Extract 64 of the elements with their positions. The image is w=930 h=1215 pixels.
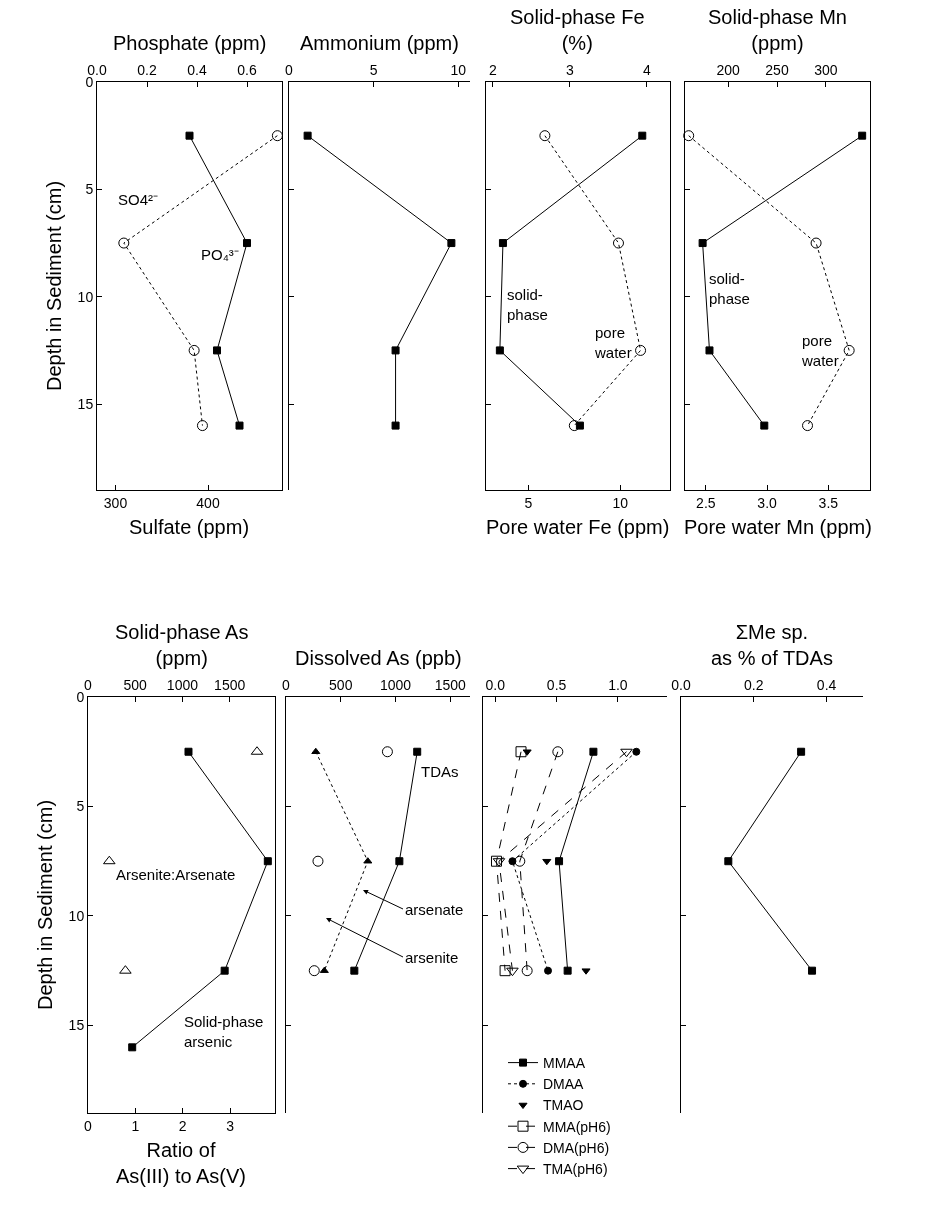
x-tick-label: 1000 [379,677,412,694]
y-tick-label: 5 [85,181,94,198]
x-axis-title: Sulfate (ppm) [129,516,250,538]
y-tick-label: 15 [68,1017,85,1034]
legend-label: DMAA [543,1076,585,1093]
x-tick-label: 3 [226,1117,235,1134]
x2-tick-label: 0.6 [237,62,257,79]
x-axis-title: Ammonium (ppm) [300,32,459,54]
x-tick-label: 3.0 [757,494,778,511]
x-tick-label: 5 [524,494,533,511]
x-axis-title: ΣMe sp. as % of TDAs [711,621,833,669]
x-axis-title: Pore water Mn (ppm) [684,516,872,538]
x-tick-label: 0 [282,677,291,694]
series-label: solid- phase [709,270,750,307]
x-tick-label: 0.0 [671,677,691,694]
x2-tick-label: 200 [716,62,740,79]
x2-axis-title: Solid-phase As (ppm) [115,621,249,669]
x-axis-title: Dissolved As (ppb) [295,647,462,669]
y-tick-label: 0 [76,688,85,705]
x2-axis-title: Solid-phase Mn (ppm) [708,6,847,54]
series-label: Arsenite:Arsenate [116,866,236,883]
series-label: TDAs [421,763,459,780]
x2-tick-label: 4 [643,62,651,79]
legend-label: MMAA [543,1055,586,1072]
series-label: solid- phase [507,286,548,323]
x-axis-title: Ratio of As(III) to As(V) [116,1139,247,1187]
series-label: Solid-phase arsenic [184,1013,264,1050]
x-tick-label: 5 [369,62,378,79]
x-tick-label: 10 [612,494,629,511]
x-tick-label: 1500 [434,677,467,694]
series-label: PO₄³⁻ [201,246,239,263]
series-label: pore water [801,332,839,369]
x-tick-label: 300 [103,494,128,511]
x-tick-label: 0.2 [744,677,764,694]
x-tick-label: 0.0 [485,677,506,694]
legend-label: MMA(pH6) [543,1118,611,1135]
x-tick-label: 2 [178,1117,187,1134]
series-label: pore water [594,324,632,361]
x-tick-label: 0.5 [546,677,567,694]
y-axis-title: Depth in Sediment (cm) [34,799,57,1011]
y-tick-label: 10 [68,907,85,924]
x-tick-label: 10 [450,62,467,79]
x-tick-label: 0 [285,62,294,79]
x-tick-label: 500 [329,677,353,694]
legend-label: TMA(pH6) [543,1161,608,1178]
annotation: arsenite [405,949,459,966]
x-tick-label: 2.5 [696,494,716,511]
y-tick-label: 10 [77,288,94,305]
y-axis-title: Depth in Sediment (cm) [43,180,66,392]
series-label: SO4²⁻ [118,191,159,208]
x-tick-label: 1.0 [608,677,628,694]
legend-label: DMA(pH6) [543,1139,610,1156]
x2-axis-title: Phosphate (ppm) [113,32,267,54]
annotation: arsenate [405,901,464,918]
x2-axis-title: Solid-phase Fe (%) [510,6,645,54]
x-tick-label: 1 [131,1117,140,1134]
x2-tick-label: 250 [765,62,789,79]
y-tick-label: 5 [76,798,85,815]
x-tick-label: 0.4 [816,677,837,694]
y-tick-label: 15 [77,396,94,413]
x-tick-label: 400 [196,494,220,511]
x-tick-label: 3.5 [818,494,839,511]
legend-label: TMAO [543,1097,584,1114]
x-axis-title: Pore water Fe (ppm) [486,516,670,538]
